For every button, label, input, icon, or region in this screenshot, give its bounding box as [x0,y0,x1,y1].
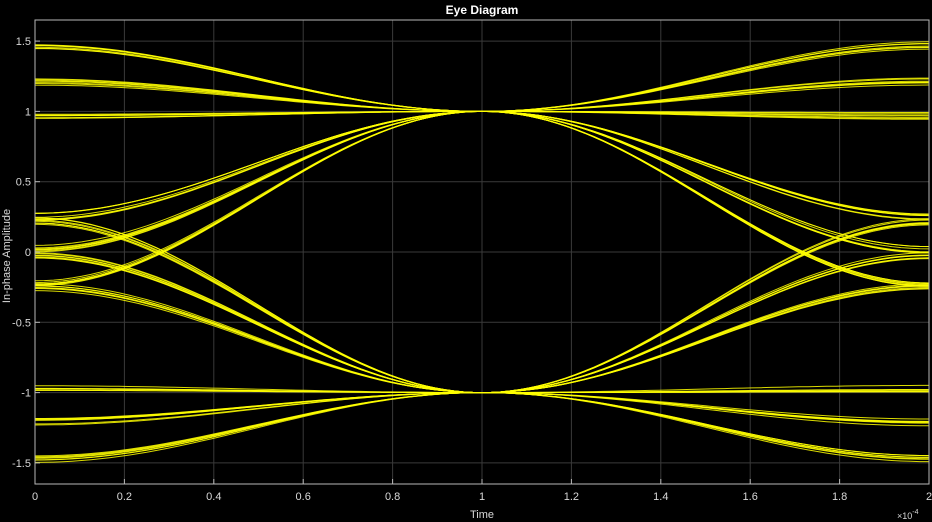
trace-band [34,110,483,221]
x-tick-label: 1.2 [564,491,579,503]
y-tick-label: -0.5 [12,317,31,329]
eye-trace [482,392,929,423]
eye-trace [482,78,929,112]
trace-band [481,283,930,394]
x-tick-label: 0 [32,491,38,503]
trace-band [34,392,482,426]
y-tick-label: 1 [25,106,31,118]
x-tick-label: 2 [926,491,932,503]
y-tick-label: 0.5 [16,177,31,189]
eye-trace [482,389,929,394]
trace-band [34,110,483,253]
trace-band [34,392,483,463]
axes-layer [34,19,930,485]
trace-band [481,41,930,112]
eye-trace [34,110,483,285]
eye-trace [481,110,930,215]
eye-trace [34,110,483,251]
eye-trace [34,287,483,394]
trace-band [481,110,930,287]
trace-band [35,385,482,394]
eye-trace [481,110,930,247]
trace-band [481,110,930,220]
y-tick-labels: 1.5 1 0.5 0 -0.5 -1 -1.5 [12,36,31,470]
trace-band [34,44,483,112]
x-tick-label: 0.8 [385,491,400,503]
eye-trace [35,48,483,112]
x-tick-label: 0.4 [206,491,221,503]
trace-band [34,217,483,394]
y-tick-label: 0 [25,247,31,259]
trace-layer [34,41,930,463]
y-tick-label: -1 [21,388,31,400]
trace-band [481,252,930,394]
x-exponent-power: -4 [912,509,918,516]
y-tick-label: -1.5 [12,458,31,470]
y-tick-label: 1.5 [16,36,31,48]
eye-trace [481,219,930,394]
eye-trace [481,110,930,285]
eye-trace [35,110,482,119]
eye-trace [34,219,483,394]
trace-band [481,218,930,394]
trace-band [34,252,483,394]
trace-band [482,384,929,394]
eye-trace [35,389,482,394]
trace-band [482,392,930,427]
trace-band [34,110,483,287]
x-tick-label: 1.6 [743,491,758,503]
plot-area [34,19,930,485]
eye-trace [34,84,482,112]
trace-band [482,110,930,120]
x-tick-label: 0.6 [296,491,311,503]
eye-trace [34,392,483,461]
trace-band [481,392,930,463]
chart-title: Eye Diagram [446,3,519,17]
x-exponent-base: ×10 [897,511,912,521]
x-tick-labels: 0 0.2 0.4 0.6 0.8 1 1.2 1.4 1.6 1.8 2 [32,491,932,503]
plot-border [34,19,930,485]
grid-layer [34,20,930,484]
eye-trace [34,257,483,394]
x-tick-label: 1 [479,491,485,503]
eye-trace [482,110,929,120]
trace-band [482,77,930,112]
trace-band [34,283,483,394]
eye-trace [481,288,930,394]
y-axis-label: In-phase Amplitude [1,209,13,303]
x-axis-exponent: ×10-4 [897,509,919,521]
x-tick-label: 0.2 [117,491,132,503]
trace-band [481,110,930,254]
eye-trace [481,392,930,458]
trace-band [34,78,482,112]
eye-trace [35,392,482,420]
trace-band [34,110,482,119]
eye-trace [34,110,483,220]
x-axis-label: Time [470,509,494,521]
eye-trace [481,252,930,394]
x-tick-label: 1.8 [832,491,847,503]
x-tick-label: 1.4 [653,491,668,503]
eye-trace [481,48,930,112]
